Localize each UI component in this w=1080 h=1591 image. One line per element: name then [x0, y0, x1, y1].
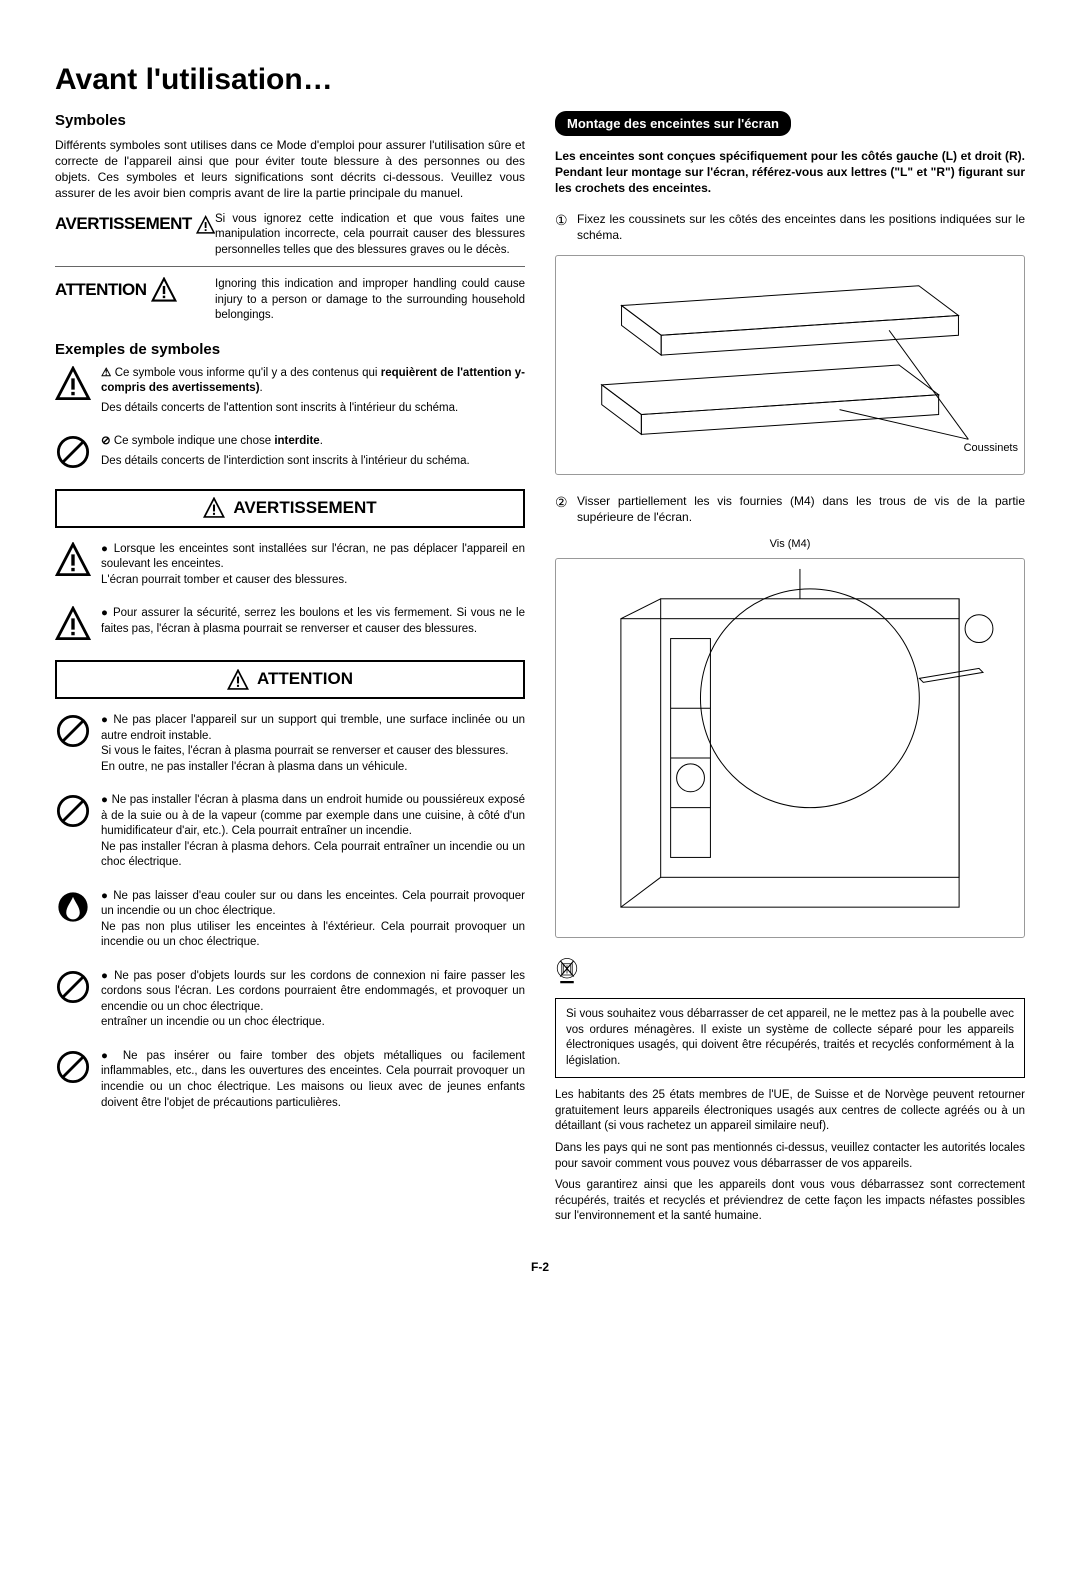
diagram-1-label: Coussinets — [964, 441, 1018, 456]
step-2-text: Visser partiellement les vis fournies (M… — [577, 493, 1025, 525]
diagram-1: Coussinets — [555, 255, 1025, 475]
symboles-intro: Différents symboles sont utilises dans c… — [55, 137, 525, 202]
example-1-icon — [55, 366, 101, 406]
diagram-2-top-label: Vis (M4) — [555, 537, 1025, 552]
mounting-heading: Montage des enceintes sur l'écran — [555, 111, 791, 137]
att-item-0: Ne pas placer l'appareil sur un support … — [55, 713, 525, 779]
disposal-after: Les habitants des 25 états membres de l'… — [555, 1088, 1025, 1224]
avertissement-box-title: AVERTISSEMENT — [55, 489, 525, 528]
step-2: ② Visser partiellement les vis fournies … — [555, 493, 1025, 525]
page-number: F-2 — [55, 1259, 1025, 1275]
example-1: Ce symbole vous informe qu'il y a des co… — [55, 366, 525, 421]
content-columns: Symboles Différents symboles sont utilis… — [55, 111, 1025, 1231]
step-1-number: ① — [555, 211, 577, 243]
diagram-1-svg — [556, 256, 1024, 474]
warning-icon — [151, 277, 177, 303]
weee-icon — [555, 956, 1025, 992]
prohibit-icon — [55, 1049, 91, 1085]
att-text: Ne pas poser d'objets lourds sur les cor… — [101, 969, 525, 1031]
avert-item-0: Lorsque les enceintes sont installées su… — [55, 542, 525, 593]
avert-text: Lorsque les enceintes sont installées su… — [101, 542, 525, 589]
def-attention-desc: Ignoring this indication and improper ha… — [215, 277, 525, 324]
avert-text: Pour assurer la sécurité, serrez les bou… — [101, 606, 525, 637]
att-text: Ne pas installer l'écran à plasma dans u… — [101, 793, 525, 871]
def-avertissement: AVERTISSEMENT Si vous ignorez cette indi… — [55, 212, 525, 259]
step-2-number: ② — [555, 493, 577, 525]
after-3: Vous garantirez ainsi que les appareils … — [555, 1178, 1025, 1225]
ex1-tail: . — [260, 382, 263, 394]
ex1-lead: Ce symbole vous informe qu'il y a des co… — [115, 367, 381, 379]
warning-icon — [55, 366, 91, 402]
crossed-bin-icon — [555, 956, 579, 988]
attention-title-text: ATTENTION — [257, 668, 353, 691]
term-text: AVERTISSEMENT — [55, 213, 192, 236]
att-text: Ne pas insérer ou faire tomber des objet… — [101, 1049, 525, 1111]
def-attention-term: ATTENTION — [55, 277, 215, 303]
att-item-1: Ne pas installer l'écran à plasma dans u… — [55, 793, 525, 875]
step-1: ① Fixez les coussinets sur les côtés des… — [555, 211, 1025, 243]
disposal-box: Si vous souhaitez vous débarrasser de ce… — [555, 998, 1025, 1078]
ex2-tail: . — [320, 435, 323, 447]
prohibit-icon — [55, 434, 91, 470]
right-column: Montage des enceintes sur l'écran Les en… — [555, 111, 1025, 1231]
warning-icon — [203, 497, 225, 519]
example-2: Ce symbole indique une chose interdite. … — [55, 434, 525, 474]
examples-heading: Exemples de symboles — [55, 340, 525, 360]
warning-icon — [196, 212, 215, 238]
ex1-sub: Des détails concerts de l'attention sont… — [101, 401, 525, 417]
avert-item-1: Pour assurer la sécurité, serrez les bou… — [55, 606, 525, 646]
separator — [55, 266, 525, 267]
warning-icon — [227, 669, 249, 691]
after-2: Dans les pays qui ne sont pas mentionnés… — [555, 1141, 1025, 1172]
page-title: Avant l'utilisation… — [55, 60, 1025, 101]
prohibit-icon — [55, 969, 91, 1005]
att-text: Ne pas placer l'appareil sur un support … — [101, 713, 525, 775]
avertissement-title-text: AVERTISSEMENT — [233, 497, 376, 520]
step-1-text: Fixez les coussinets sur les côtés des e… — [577, 211, 1025, 243]
ex2-bold: interdite — [274, 435, 319, 447]
attention-box-title: ATTENTION — [55, 660, 525, 699]
symboles-heading: Symboles — [55, 111, 525, 131]
term-text: ATTENTION — [55, 279, 147, 302]
diagram-2 — [555, 558, 1025, 938]
ex2-sub: Des détails concerts de l'interdiction s… — [101, 454, 525, 470]
att-item-2: Ne pas laisser d'eau couler sur ou dans … — [55, 889, 525, 955]
warning-icon — [55, 542, 91, 578]
prohibit-icon — [55, 793, 91, 829]
example-2-icon — [55, 434, 101, 474]
diagram-2-svg — [556, 559, 1024, 937]
after-1: Les habitants des 25 états membres de l'… — [555, 1088, 1025, 1135]
att-text: Ne pas laisser d'eau couler sur ou dans … — [101, 889, 525, 951]
mounting-intro: Les enceintes sont conçues spécifiquemen… — [555, 148, 1025, 197]
no-water-icon — [55, 889, 91, 925]
left-column: Symboles Différents symboles sont utilis… — [55, 111, 525, 1231]
att-item-4: Ne pas insérer ou faire tomber des objet… — [55, 1049, 525, 1115]
warning-icon — [55, 606, 91, 642]
def-avertissement-desc: Si vous ignorez cette indication et que … — [215, 212, 525, 259]
def-attention: ATTENTION Ignoring this indication and i… — [55, 277, 525, 324]
prohibit-icon — [55, 713, 91, 749]
att-item-3: Ne pas poser d'objets lourds sur les cor… — [55, 969, 525, 1035]
def-avertissement-term: AVERTISSEMENT — [55, 212, 215, 238]
ex2-lead: Ce symbole indique une chose — [114, 435, 274, 447]
